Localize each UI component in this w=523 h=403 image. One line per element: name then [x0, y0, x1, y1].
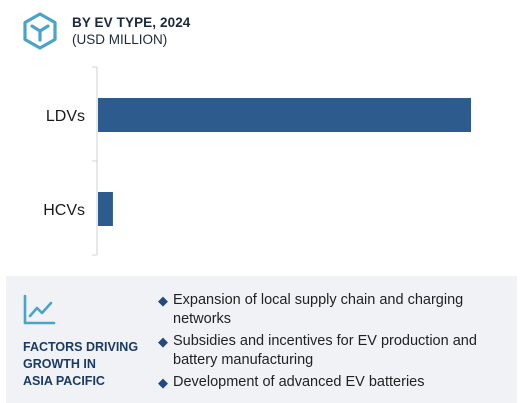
- chart-title: BY EV TYPE, 2024: [72, 15, 191, 30]
- bar-chart: LDVs HCVs: [0, 55, 523, 265]
- factor-text: Subsidies and incentives for EV producti…: [173, 333, 477, 368]
- bar-hcvs: [98, 192, 113, 226]
- category-label: LDVs: [46, 108, 85, 125]
- factor-text: Expansion of local supply chain and char…: [173, 292, 464, 327]
- factor-item: ◆ Expansion of local supply chain and ch…: [158, 291, 513, 329]
- chart-header: BY EV TYPE, 2024 (USD MILLION): [22, 12, 502, 52]
- factor-item: ◆ Subsidies and incentives for EV produc…: [158, 332, 513, 370]
- trend-chart-icon: [23, 294, 56, 325]
- factor-text: Development of advanced EV batteries: [173, 374, 425, 390]
- diamond-bullet-icon: ◆: [158, 334, 168, 349]
- factors-title-line: GROWTH IN: [23, 357, 96, 371]
- category-label: HCVs: [43, 202, 85, 219]
- factors-list: ◆ Expansion of local supply chain and ch…: [158, 291, 513, 395]
- factors-title-line: ASIA PACIFIC: [23, 374, 105, 388]
- factors-panel: FACTORS DRIVING GROWTH IN ASIA PACIFIC ◆…: [6, 276, 517, 403]
- diamond-bullet-icon: ◆: [158, 293, 168, 308]
- hexagon-cube-logo-icon: [23, 12, 57, 50]
- factors-title-line: FACTORS DRIVING: [23, 340, 139, 354]
- chart-subtitle: (USD MILLION): [72, 32, 168, 47]
- factor-item: ◆ Development of advanced EV batteries: [158, 373, 513, 392]
- factors-title: FACTORS DRIVING GROWTH IN ASIA PACIFIC: [23, 339, 148, 390]
- bar-ldvs: [98, 98, 471, 132]
- diamond-bullet-icon: ◆: [158, 375, 168, 390]
- bar-chart-svg: LDVs HCVs: [43, 66, 471, 256]
